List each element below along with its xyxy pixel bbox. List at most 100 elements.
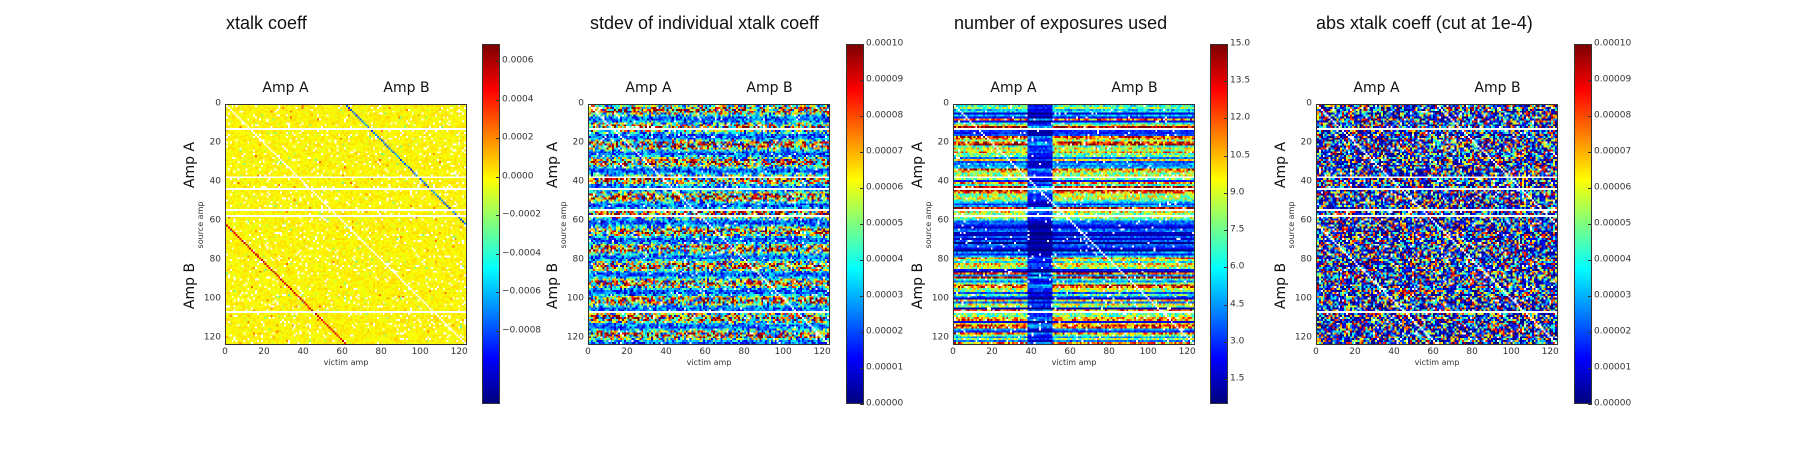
x-tick-label: 120 xyxy=(813,347,831,357)
colorbar-tick-mark xyxy=(1224,118,1228,120)
x-tick-label: 100 xyxy=(1502,347,1520,357)
y-tick-label: 80 xyxy=(1300,254,1312,265)
colorbar-tick-label: 12.0 xyxy=(1230,112,1251,123)
x-tick-label: 20 xyxy=(986,347,998,357)
colorbar-tick-label: 0.00006 xyxy=(866,182,904,193)
y-tick-label: 120 xyxy=(566,332,584,343)
colorbar-tick-label: 0.00008 xyxy=(866,110,904,121)
group-label-left-0: Amp A xyxy=(1273,141,1289,188)
colorbar-tick-mark xyxy=(1588,368,1592,369)
colorbar-tick-mark xyxy=(1588,332,1592,333)
colorbar-tick-mark xyxy=(496,253,500,255)
x-tick-label: 40 xyxy=(1025,347,1037,357)
y-tick-label: 0 xyxy=(943,98,949,109)
group-label-top-1: Amp B xyxy=(1474,80,1521,96)
y-tick-label: 80 xyxy=(937,254,949,265)
colorbar-tick-mark xyxy=(1588,80,1592,81)
colorbar-tick-label: 0.00000 xyxy=(866,398,904,409)
y-tick-label: 120 xyxy=(931,332,949,343)
colorbar-tick-label: 0.00005 xyxy=(1594,218,1632,229)
colorbar-tick-mark xyxy=(860,260,864,261)
colorbar-tick-label: 15.0 xyxy=(1230,38,1251,49)
x-tick-label: 0 xyxy=(585,347,591,357)
y-tick-label: 40 xyxy=(1300,176,1312,187)
colorbar-tick-mark xyxy=(1224,155,1228,157)
colorbar xyxy=(1574,44,1592,404)
x-tick-label: 60 xyxy=(1064,347,1076,357)
colorbar-tick-mark xyxy=(1224,341,1228,343)
x-tick-label: 0 xyxy=(950,347,956,357)
x-tick-label: 0 xyxy=(1313,347,1319,357)
y-tick-label: 0 xyxy=(1306,98,1312,109)
colorbar xyxy=(846,44,864,404)
colorbar-tick-label: −0.0004 xyxy=(502,248,542,259)
colorbar-tick-mark xyxy=(1224,304,1228,306)
y-tick-label: 0 xyxy=(578,98,584,109)
chart-title: abs xtalk coeff (cut at 1e-4) xyxy=(1316,13,1533,33)
colorbar-tick-mark xyxy=(860,224,864,225)
heatmap-plot xyxy=(588,104,830,345)
colorbar-tick-label: 0.00007 xyxy=(866,146,904,157)
colorbar-tick-label: 0.0006 xyxy=(502,55,534,66)
y-tick-label: 20 xyxy=(1300,137,1312,148)
x-axis-label: victim amp xyxy=(686,358,732,367)
y-tick-label: 100 xyxy=(1294,293,1312,304)
group-label-top-0: Amp A xyxy=(990,80,1037,96)
colorbar-tick-label: 13.5 xyxy=(1230,75,1251,86)
colorbar-tick-label: 0.00005 xyxy=(866,218,904,229)
group-label-left-1: Amp B xyxy=(910,262,926,309)
y-tick-label: 40 xyxy=(937,176,949,187)
colorbar-tick-mark xyxy=(860,332,864,333)
y-axis-label: source amp xyxy=(1287,201,1296,249)
heatmap-plot xyxy=(953,104,1195,345)
y-tick-label: 60 xyxy=(937,215,949,226)
colorbar-tick-label: 0.00008 xyxy=(1594,110,1632,121)
heatmap-cells xyxy=(226,105,466,344)
colorbar-tick-mark xyxy=(860,116,864,117)
colorbar-tick-mark xyxy=(496,99,500,101)
colorbar-tick-mark xyxy=(860,152,864,153)
heatmap-cells xyxy=(589,105,829,344)
colorbar-tick-mark xyxy=(1224,267,1228,269)
group-label-top-1: Amp B xyxy=(746,80,793,96)
x-tick-label: 60 xyxy=(336,347,348,357)
y-tick-label: 40 xyxy=(209,176,221,187)
y-tick-label: 100 xyxy=(931,293,949,304)
colorbar-tick-label: 0.00002 xyxy=(1594,326,1632,337)
y-axis-label: source amp xyxy=(924,201,933,249)
colorbar-tick-mark xyxy=(496,215,500,217)
y-tick-label: 20 xyxy=(572,137,584,148)
colorbar-tick-mark xyxy=(1588,224,1592,225)
x-tick-label: 40 xyxy=(297,347,309,357)
group-label-left-0: Amp A xyxy=(182,141,198,188)
group-label-left-0: Amp A xyxy=(910,141,926,188)
colorbar-tick-mark xyxy=(496,176,500,178)
group-label-left-0: Amp A xyxy=(545,141,561,188)
x-tick-label: 80 xyxy=(1103,347,1115,357)
colorbar-tick-label: 0.00009 xyxy=(1594,74,1632,85)
x-tick-label: 100 xyxy=(774,347,792,357)
y-tick-label: 120 xyxy=(203,332,221,343)
colorbar-gradient xyxy=(1575,45,1591,403)
y-axis-label: source amp xyxy=(559,201,568,249)
colorbar-tick-mark xyxy=(1224,44,1228,45)
colorbar-tick-label: 0.00006 xyxy=(1594,182,1632,193)
colorbar-tick-mark xyxy=(860,44,864,45)
y-tick-label: 40 xyxy=(572,176,584,187)
colorbar-tick-label: −0.0002 xyxy=(502,209,542,220)
x-tick-label: 80 xyxy=(738,347,750,357)
colorbar-tick-label: 0.0000 xyxy=(502,171,534,182)
group-label-top-0: Amp A xyxy=(262,80,309,96)
y-tick-label: 60 xyxy=(209,215,221,226)
x-tick-label: 80 xyxy=(375,347,387,357)
group-label-left-1: Amp B xyxy=(182,262,198,309)
colorbar-tick-mark xyxy=(860,296,864,297)
chart-title: stdev of individual xtalk coeff xyxy=(590,13,819,33)
colorbar-gradient xyxy=(483,45,499,403)
y-tick-label: 60 xyxy=(1300,215,1312,226)
colorbar-tick-label: 3.0 xyxy=(1230,336,1245,347)
colorbar-tick-mark xyxy=(1588,260,1592,261)
colorbar-tick-mark xyxy=(1588,296,1592,297)
